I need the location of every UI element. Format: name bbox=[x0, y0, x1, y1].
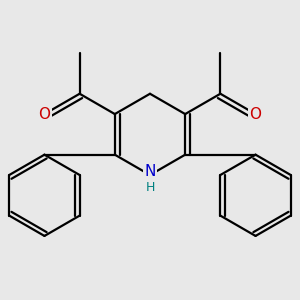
Text: N: N bbox=[144, 164, 156, 179]
Text: O: O bbox=[38, 106, 50, 122]
Text: O: O bbox=[250, 106, 262, 122]
Text: H: H bbox=[145, 181, 155, 194]
